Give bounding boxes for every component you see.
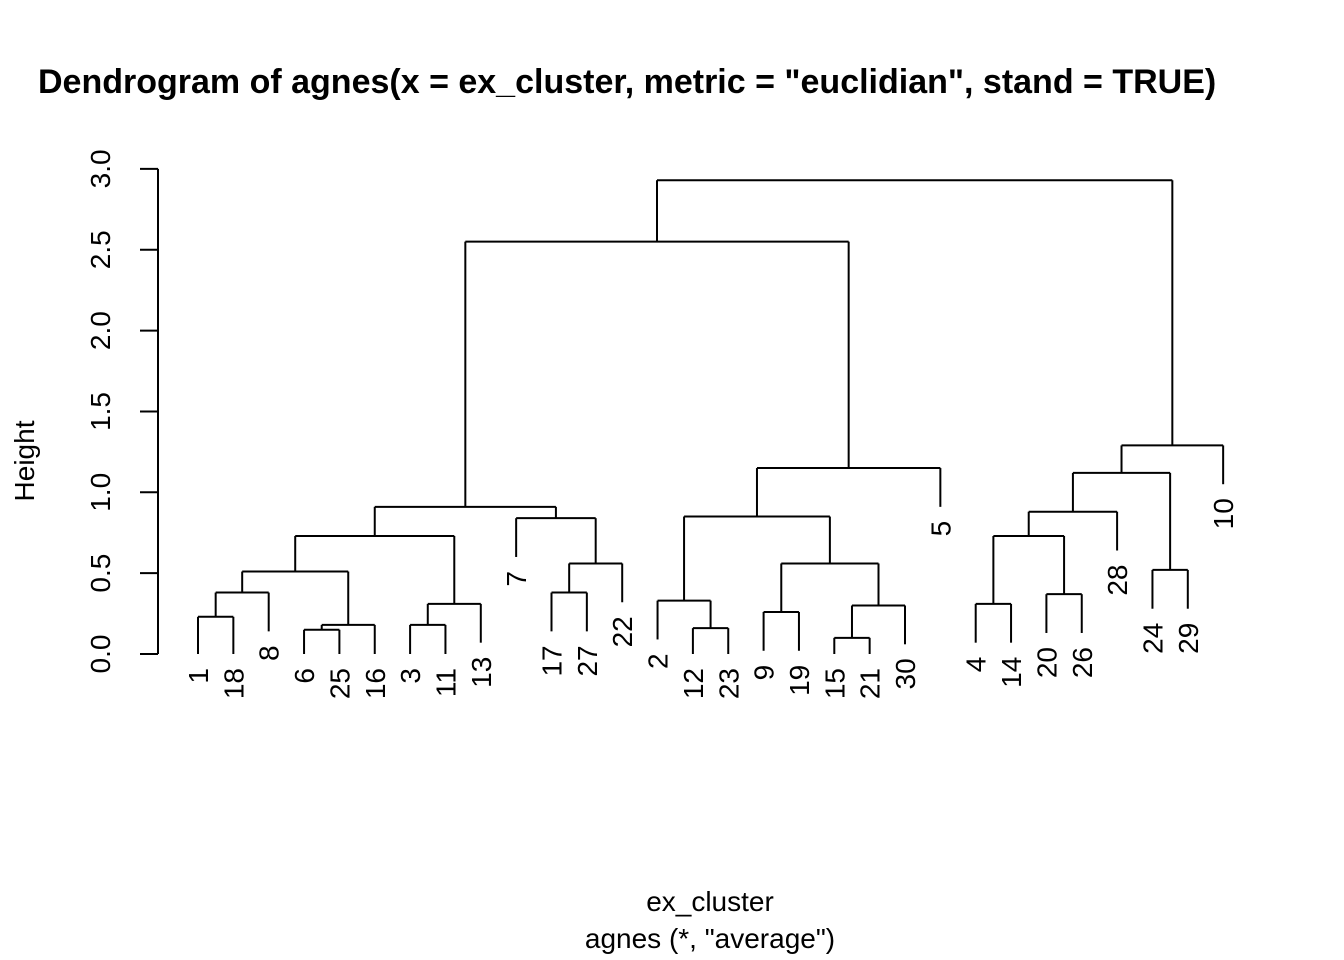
leaf-label: 21 <box>855 668 886 699</box>
leaf-label: 11 <box>430 668 461 697</box>
leaf-label: 13 <box>466 657 497 688</box>
leaf-label: 20 <box>1031 647 1062 678</box>
leaf-label: 3 <box>395 668 426 684</box>
leaf-label: 1 <box>183 668 214 684</box>
y-tick-label: 0.0 <box>85 635 116 674</box>
y-tick-label: 0.5 <box>85 554 116 593</box>
leaf-label: 10 <box>1208 498 1239 529</box>
y-tick-label: 1.0 <box>85 473 116 512</box>
chart-title: Dendrogram of agnes(x = ex_cluster, metr… <box>38 63 1216 101</box>
leaf-label: 14 <box>996 657 1027 688</box>
y-tick-label: 2.5 <box>85 230 116 269</box>
leaf-label: 27 <box>572 645 603 676</box>
y-tick-label: 3.0 <box>85 149 116 188</box>
leaf-label: 17 <box>537 645 568 676</box>
leaf-label: 25 <box>324 668 355 699</box>
leaf-label: 16 <box>360 668 391 699</box>
leaf-label: 24 <box>1137 623 1168 654</box>
leaf-label: 8 <box>254 645 285 661</box>
leaf-label: 30 <box>890 658 921 689</box>
y-tick-label: 1.5 <box>85 392 116 431</box>
leaf-label: 18 <box>218 668 249 699</box>
y-axis-label: Height <box>9 420 40 501</box>
leaf-label: 22 <box>607 616 638 647</box>
leaf-label: 7 <box>501 571 532 587</box>
leaf-label: 9 <box>749 665 780 681</box>
x-axis-label: ex_cluster <box>646 886 774 917</box>
dendrogram-branches <box>197 179 1225 654</box>
leaf-label: 6 <box>289 668 320 684</box>
leaf-label: 15 <box>819 668 850 699</box>
leaf-label: 4 <box>961 657 992 673</box>
leaf-label: 2 <box>643 653 674 669</box>
leaf-label: 12 <box>678 668 709 699</box>
x-axis-sublabel: agnes (*, "average") <box>585 923 835 954</box>
y-tick-label: 2.0 <box>85 311 116 350</box>
leaf-label: 23 <box>713 668 744 699</box>
leaf-label: 26 <box>1067 647 1098 678</box>
y-axis: 0.0 0.5 1.0 1.5 2.0 2.5 3.0 <box>85 149 159 674</box>
leaf-label: 29 <box>1173 623 1204 654</box>
leaf-label: 28 <box>1102 565 1133 596</box>
leaf-label: 5 <box>925 521 956 537</box>
leaf-label: 19 <box>784 665 815 696</box>
